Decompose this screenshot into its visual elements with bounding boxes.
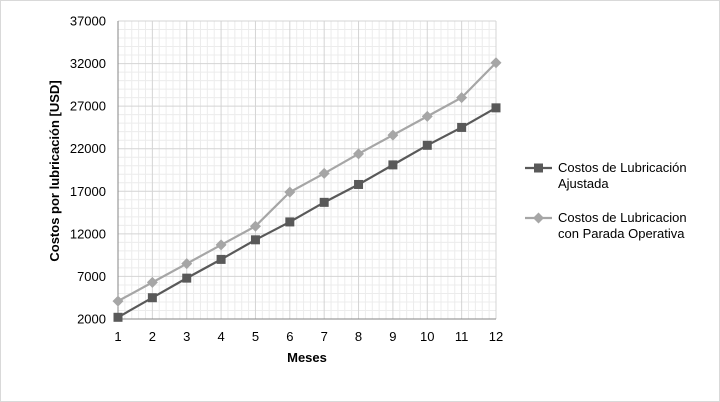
data-point [181, 258, 193, 270]
y-tick-label: 22000 [70, 141, 106, 156]
data-point [457, 122, 467, 132]
data-point [146, 276, 158, 288]
data-point [422, 140, 432, 150]
data-point [354, 179, 364, 189]
y-tick-label: 32000 [70, 56, 106, 71]
series-1 [113, 103, 501, 322]
series-line [117, 61, 497, 303]
x-tick-label: 6 [286, 329, 293, 344]
y-tick-label: 2000 [77, 312, 106, 327]
legend-label: Costos de Lubricacion [558, 210, 687, 225]
data-point [456, 92, 468, 104]
x-tick-label: 9 [389, 329, 396, 344]
data-point [388, 160, 398, 170]
y-axis-ticks: 2000 7000 12000 17000 22000 27000 32000 37000 [70, 14, 106, 327]
data-point [113, 312, 123, 322]
x-tick-label: 11 [455, 329, 469, 344]
x-tick-label: 2 [149, 329, 156, 344]
data-point [216, 254, 226, 264]
x-tick-label: 4 [217, 329, 224, 344]
legend-label: Costos de Lubricación [558, 160, 687, 175]
data-point [421, 110, 433, 122]
series-line [117, 106, 497, 319]
y-tick-label: 12000 [70, 226, 106, 241]
x-tick-label: 8 [355, 329, 362, 344]
data-point [112, 295, 124, 307]
y-axis-title: Costos por lubricación [USD] [47, 80, 62, 261]
x-tick-label: 3 [183, 329, 190, 344]
data-point [182, 273, 192, 283]
legend-label: con Parada Operativa [558, 226, 685, 241]
legend-label: Ajustada [558, 176, 609, 191]
y-tick-label: 27000 [70, 99, 106, 114]
data-point [215, 239, 227, 251]
data-point [284, 186, 296, 198]
y-tick-label: 17000 [70, 184, 106, 199]
x-tick-label: 10 [420, 329, 434, 344]
data-point [387, 129, 399, 141]
series-layer [112, 57, 502, 322]
minor-gridlines [118, 21, 496, 319]
legend-swatch-marker [533, 212, 544, 224]
data-point [318, 167, 330, 179]
data-point [491, 103, 501, 113]
series-2 [112, 57, 502, 307]
major-gridlines [117, 20, 497, 320]
y-tick-label: 7000 [77, 269, 106, 284]
data-point [490, 57, 502, 69]
legend-swatch-marker [534, 163, 543, 173]
data-point [250, 235, 260, 245]
data-point [319, 197, 329, 207]
data-point [285, 217, 295, 227]
data-point [353, 148, 365, 160]
x-tick-label: 5 [252, 329, 259, 344]
x-tick-label: 12 [489, 329, 503, 344]
x-tick-label: 7 [321, 329, 328, 344]
x-axis-ticks: 1 2 3 4 5 6 7 8 9 10 11 12 [114, 329, 503, 344]
data-point [249, 220, 261, 232]
data-point [147, 293, 157, 303]
axes [117, 21, 496, 320]
x-axis-title: Meses [287, 350, 327, 365]
x-tick-label: 1 [114, 329, 121, 344]
y-tick-label: 37000 [70, 14, 106, 29]
